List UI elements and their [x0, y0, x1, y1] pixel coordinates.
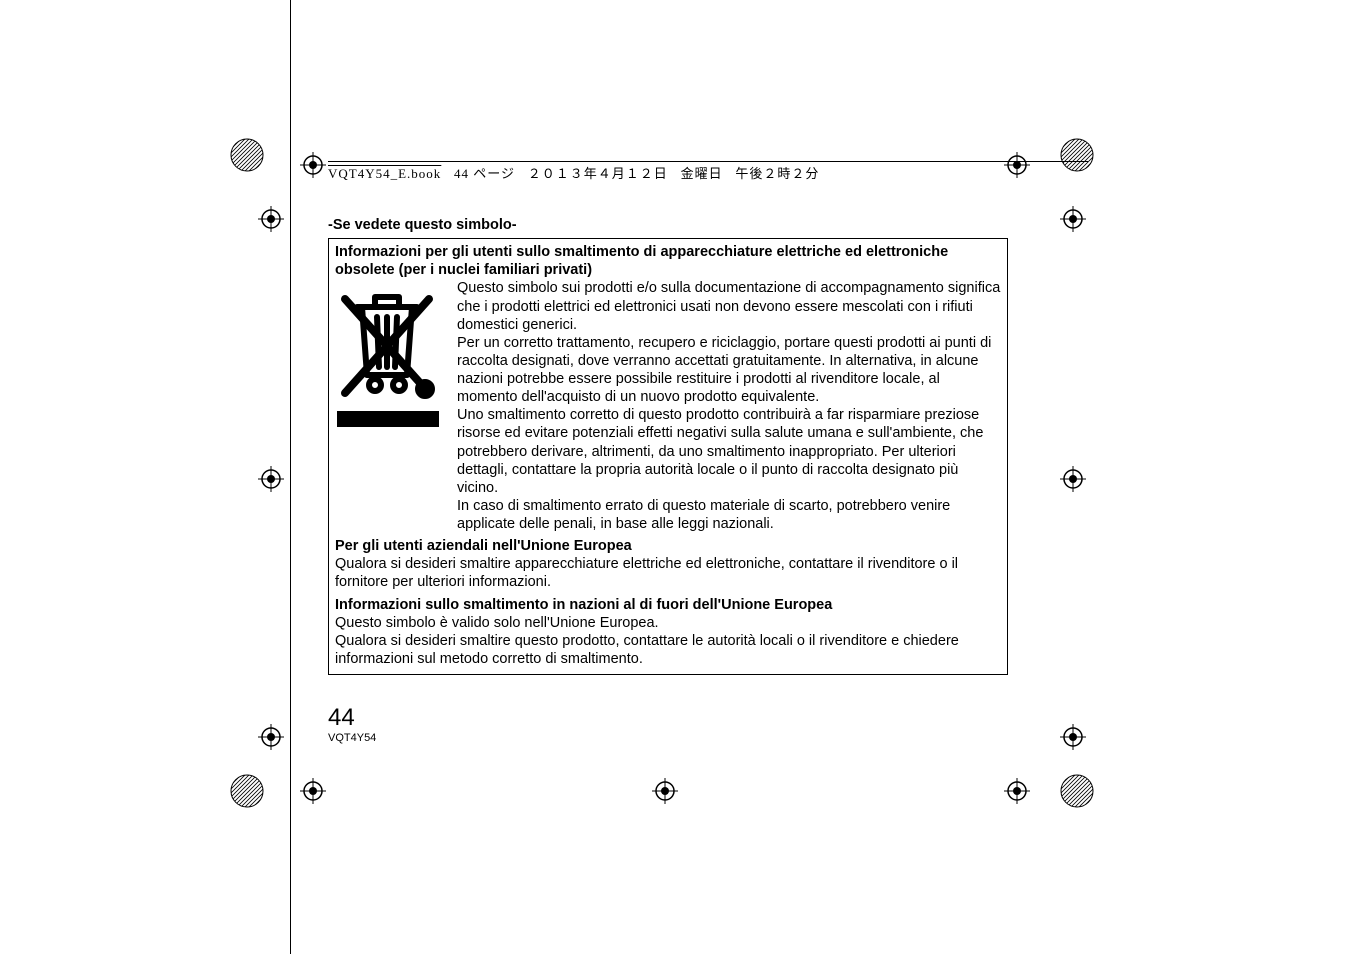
hatched-circle-icon	[1060, 774, 1094, 808]
registration-mark-icon	[300, 778, 326, 804]
sub1-text: Qualora si desideri smaltire apparecchia…	[335, 555, 1001, 591]
header-rule	[328, 161, 1088, 162]
hatched-circle-icon	[230, 138, 264, 172]
sub2-text2: Qualora si desideri smaltire questo prod…	[335, 632, 1001, 668]
info-box: Informazioni per gli utenti sullo smalti…	[328, 238, 1008, 675]
box-para2: Per un corretto trattamento, recupero e …	[457, 334, 1001, 407]
header-page-info: 44 ページ	[454, 166, 515, 181]
hatched-circle-icon	[1060, 138, 1094, 172]
sub1-title: Per gli utenti aziendali nell'Unione Eur…	[335, 537, 1001, 555]
section-title: -Se vedete questo simbolo-	[328, 216, 1008, 234]
registration-mark-icon	[1060, 724, 1086, 750]
header-time: 午後２時２分	[735, 166, 819, 181]
hatched-circle-icon	[230, 774, 264, 808]
weee-icon-column	[337, 285, 447, 427]
box-para3: Uno smaltimento corretto di questo prodo…	[457, 406, 1001, 497]
registration-mark-icon	[1004, 152, 1030, 178]
box-para1: Questo simbolo sui prodotti e/o sulla do…	[457, 279, 1001, 333]
header-text: VQT4Y54_E.book 44 ページ ２０１３年４月１２日 金曜日 午後２…	[328, 163, 819, 182]
weee-bin-icon	[337, 285, 447, 405]
registration-mark-icon	[1060, 206, 1086, 232]
info-box-title: Informazioni per gli utenti sullo smalti…	[335, 243, 1001, 279]
header-date: ２０１３年４月１２日	[528, 166, 668, 181]
sub2-title: Informazioni sullo smaltimento in nazion…	[335, 596, 1001, 614]
sub2-text1: Questo simbolo è valido solo nell'Unione…	[335, 614, 1001, 632]
doc-code: VQT4Y54	[328, 732, 376, 744]
registration-mark-icon	[652, 778, 678, 804]
header-weekday: 金曜日	[681, 166, 723, 181]
box-body: Questo simbolo sui prodotti e/o sulla do…	[457, 279, 1001, 533]
registration-mark-icon	[258, 724, 284, 750]
crop-vline-left	[290, 0, 291, 954]
registration-mark-icon	[258, 206, 284, 232]
registration-mark-icon	[1060, 466, 1086, 492]
registration-mark-icon	[300, 152, 326, 178]
page-number: 44	[328, 704, 355, 732]
registration-mark-icon	[258, 466, 284, 492]
black-bar-icon	[337, 411, 439, 427]
page-content: -Se vedete questo simbolo- Informazioni …	[328, 216, 1008, 675]
registration-mark-icon	[1004, 778, 1030, 804]
header-filename: VQT4Y54_E.book	[328, 166, 441, 181]
box-para4: In caso di smaltimento errato di questo …	[457, 497, 1001, 533]
